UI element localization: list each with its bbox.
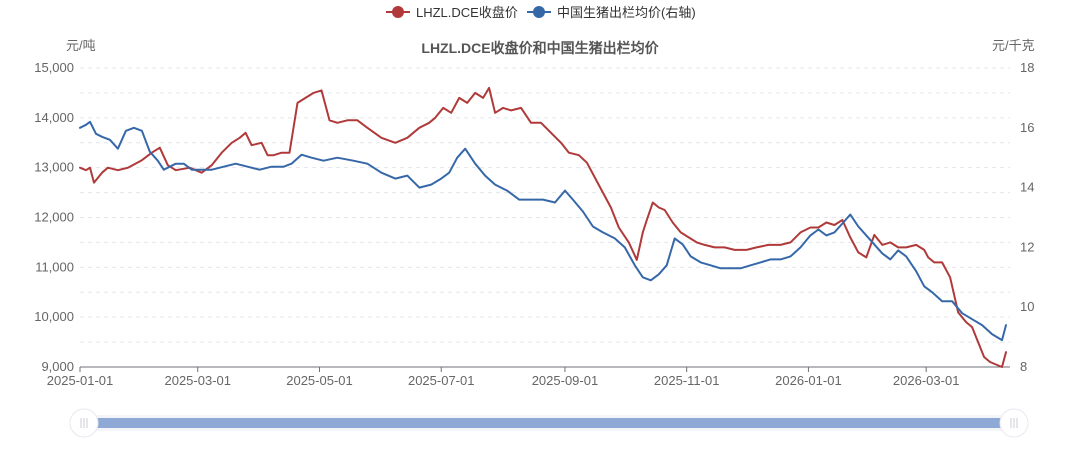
data-zoom-selected-range[interactable]: [96, 418, 1002, 428]
y-right-axis: 8 10 12 14 16 18: [1020, 60, 1034, 374]
x-tick-label: 2026-03-01: [893, 373, 960, 388]
x-tick-label: 2026-01-01: [775, 373, 842, 388]
x-tick-label: 2025-09-01: [532, 373, 599, 388]
data-zoom-right-handle[interactable]: [999, 408, 1029, 438]
legend-marker-dot-hog-price: [533, 6, 545, 18]
y-right-tick-label: 10: [1020, 299, 1034, 314]
legend-item-lhzl[interactable]: LHZL.DCE收盘价: [386, 5, 518, 20]
y-left-tick-label: 12,000: [34, 210, 74, 225]
legend-label-hog-price: 中国生猪出栏均价(右轴): [557, 5, 696, 20]
x-axis: 2025-01-01 2025-03-01 2025-05-01 2025-07-01…: [47, 366, 1010, 388]
grid-lines: [80, 67, 1010, 343]
y-left-tick-label: 9,000: [41, 359, 74, 374]
y-right-tick-label: 12: [1020, 239, 1034, 254]
y-right-tick-label: 14: [1020, 180, 1034, 195]
y-right-tick-label: 18: [1020, 60, 1034, 75]
chart-title: LHZL.DCE收盘价和中国生猪出栏均价: [421, 40, 659, 56]
legend[interactable]: LHZL.DCE收盘价 中国生猪出栏均价(右轴): [386, 5, 696, 20]
x-tick-label: 2025-03-01: [164, 373, 231, 388]
x-tick-label: 2025-01-01: [47, 373, 114, 388]
data-zoom-slider[interactable]: [69, 408, 1029, 438]
y-right-tick-label: 8: [1020, 359, 1027, 374]
legend-marker-dot-lhzl: [392, 6, 404, 18]
y-right-unit: 元/千克: [992, 38, 1035, 53]
series-line-hog-price: [79, 120, 1007, 342]
y-left-tick-label: 10,000: [34, 309, 74, 324]
legend-item-hog-price[interactable]: 中国生猪出栏均价(右轴): [527, 5, 696, 20]
legend-label-lhzl: LHZL.DCE收盘价: [416, 5, 518, 20]
y-left-tick-label: 13,000: [34, 160, 74, 175]
y-left-axis: 9,000 10,000 11,000 12,000 13,000 14,000 15,00…: [34, 60, 74, 374]
y-left-tick-label: 14,000: [34, 110, 74, 125]
series-line-lhzl: [79, 86, 1007, 368]
x-tick-label: 2025-05-01: [286, 373, 353, 388]
y-left-tick-label: 11,000: [35, 259, 74, 274]
x-tick-label: 2025-11-01: [654, 373, 720, 388]
y-left-tick-label: 15,000: [34, 60, 74, 75]
x-tick-label: 2025-07-01: [408, 373, 475, 388]
y-left-unit: 元/吨: [66, 38, 96, 53]
data-zoom-left-handle[interactable]: [69, 408, 99, 438]
y-right-tick-label: 16: [1020, 120, 1034, 135]
series-layer: [79, 86, 1007, 368]
